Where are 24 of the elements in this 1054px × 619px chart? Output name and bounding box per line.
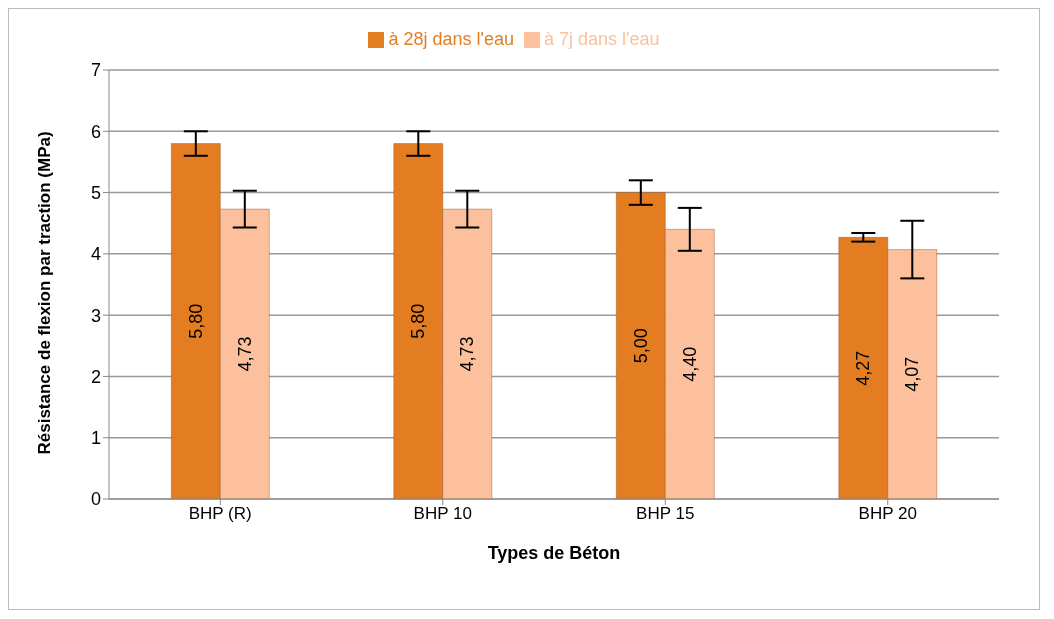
y-tick-label: 0 — [90, 489, 101, 510]
data-label: 4,73 — [457, 336, 478, 372]
data-label: 4,27 — [853, 350, 874, 386]
y-tick-label: 4 — [90, 244, 101, 265]
y-axis-title: Résistance de flexion par traction (MPa) — [35, 131, 55, 455]
x-tick-label: BHP (R) — [188, 504, 252, 524]
legend-label: à 7j dans l'eau — [544, 29, 660, 49]
data-label: 5,80 — [408, 303, 429, 339]
y-tick-label: 6 — [90, 121, 101, 142]
x-tick-label: BHP 10 — [413, 504, 472, 524]
y-tick-label: 3 — [90, 305, 101, 326]
data-label: 5,00 — [630, 328, 651, 364]
y-tick-label: 5 — [90, 182, 101, 203]
data-label: 5,80 — [185, 303, 206, 339]
data-label: 4,07 — [902, 356, 923, 392]
data-label: 4,73 — [234, 336, 255, 372]
x-axis-title: Types de Béton — [487, 543, 621, 563]
legend-label: à 28j dans l'eau — [388, 29, 514, 49]
y-tick-label: 1 — [90, 428, 101, 449]
data-label: 4,40 — [679, 346, 700, 382]
x-tick-label: BHP 15 — [636, 504, 695, 524]
x-tick-label: BHP 20 — [858, 504, 917, 524]
y-tick-label: 2 — [90, 366, 101, 387]
y-tick-label: 7 — [90, 60, 101, 81]
